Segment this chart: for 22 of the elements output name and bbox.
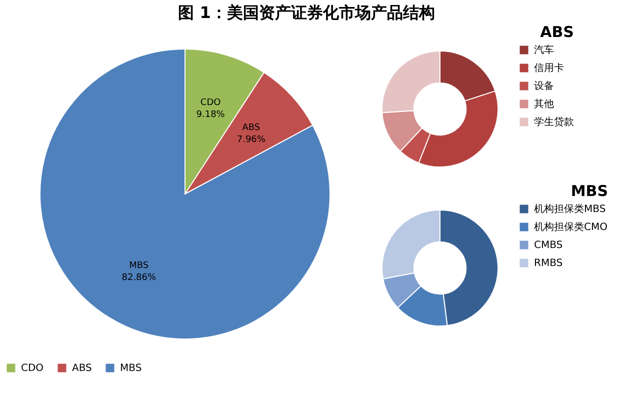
legend-label: RMBS [534,258,563,269]
legend-label: 学生贷款 [534,116,574,128]
legend-label: 其他 [534,98,554,110]
legend-label: CDO [21,363,44,374]
legend-label: 汽车 [534,44,554,56]
slice-label: MBS [129,261,149,272]
data-label: 9.18% [196,110,226,120]
legend-label: 机构担保类MBS [534,203,606,215]
pie-slice [40,48,330,340]
legend-label: CMBS [534,240,563,251]
slice-label: CDO [200,98,221,108]
chart-title: ABS [540,23,574,41]
legend-label: MBS [120,363,142,374]
chart-title: 图 1：美国资产证券化市场产品结构 [178,3,435,22]
legend-label: ABS [72,363,92,374]
legend-label: 信用卡 [534,62,564,74]
data-label: 82.86% [122,273,156,284]
chart-title: MBS [570,182,608,200]
slice-label: ABS [242,123,260,134]
legend-label: 机构担保类CMO [534,221,608,233]
legend-label: 设备 [534,80,554,92]
data-label: 7.96% [236,135,266,146]
